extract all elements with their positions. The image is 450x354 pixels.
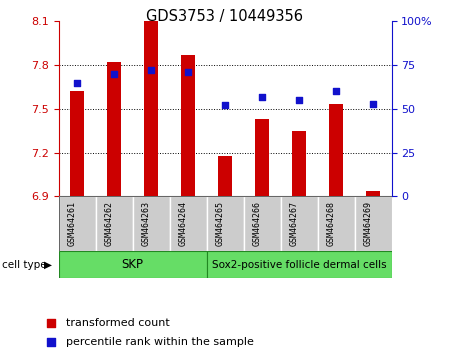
Bar: [70, 91, 85, 196]
Point: [285, 96, 292, 102]
Point: [73, 80, 81, 85]
Text: GDS3753 / 10449356: GDS3753 / 10449356: [147, 9, 303, 24]
Text: GSM464262: GSM464262: [105, 201, 114, 246]
Bar: [243, 196, 280, 251]
Point: [295, 97, 302, 103]
Text: GSM464268: GSM464268: [327, 201, 336, 246]
Bar: [318, 196, 355, 251]
Bar: [218, 156, 232, 196]
Bar: [292, 131, 306, 196]
Text: GSM464266: GSM464266: [253, 201, 262, 246]
Text: GSM464263: GSM464263: [142, 201, 151, 246]
Text: SKP: SKP: [122, 258, 144, 271]
Point: [148, 68, 155, 73]
Point: [221, 103, 229, 108]
Point: [333, 88, 340, 94]
Bar: [107, 62, 122, 196]
Text: transformed count: transformed count: [66, 318, 170, 328]
Bar: [328, 104, 343, 196]
Point: [110, 71, 117, 77]
Bar: [95, 196, 132, 251]
Bar: [280, 196, 318, 251]
Text: percentile rank within the sample: percentile rank within the sample: [66, 337, 254, 347]
Bar: [355, 196, 392, 251]
Point: [369, 101, 377, 107]
Text: GSM464267: GSM464267: [290, 201, 299, 246]
Bar: [207, 251, 392, 278]
Point: [285, 270, 292, 276]
Bar: [207, 196, 243, 251]
Text: GSM464261: GSM464261: [68, 201, 77, 246]
Bar: [365, 191, 380, 196]
Bar: [58, 251, 207, 278]
Text: GSM464264: GSM464264: [179, 201, 188, 246]
Text: ▶: ▶: [44, 259, 52, 270]
Bar: [180, 55, 195, 196]
Text: cell type: cell type: [2, 259, 47, 270]
Bar: [170, 196, 207, 251]
Bar: [255, 119, 270, 196]
Point: [258, 94, 265, 99]
Text: GSM464265: GSM464265: [216, 201, 225, 246]
Bar: [58, 196, 95, 251]
Text: Sox2-positive follicle dermal cells: Sox2-positive follicle dermal cells: [212, 259, 386, 270]
Bar: [144, 21, 158, 196]
Text: GSM464269: GSM464269: [364, 201, 373, 246]
Point: [184, 69, 192, 75]
Bar: [132, 196, 170, 251]
